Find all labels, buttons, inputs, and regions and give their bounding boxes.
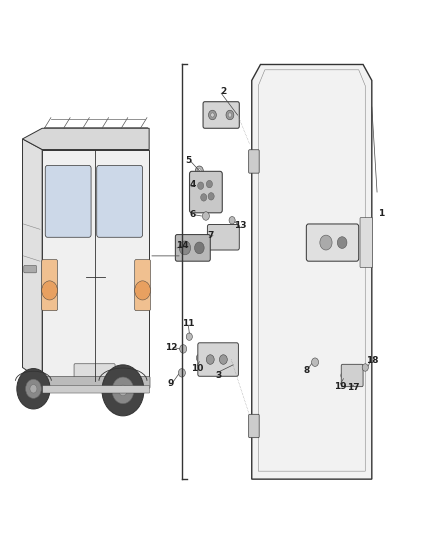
Circle shape — [337, 237, 347, 248]
Text: 18: 18 — [366, 356, 378, 365]
Circle shape — [42, 281, 57, 300]
Circle shape — [102, 365, 144, 416]
Circle shape — [198, 182, 204, 189]
FancyBboxPatch shape — [42, 260, 57, 311]
Text: 4: 4 — [190, 180, 196, 189]
Circle shape — [362, 364, 368, 371]
FancyBboxPatch shape — [42, 385, 150, 393]
Circle shape — [226, 110, 234, 120]
FancyBboxPatch shape — [190, 171, 222, 213]
FancyBboxPatch shape — [24, 265, 36, 273]
Circle shape — [229, 216, 235, 224]
FancyBboxPatch shape — [42, 376, 150, 388]
Text: 5: 5 — [185, 156, 191, 165]
Polygon shape — [22, 128, 149, 150]
Circle shape — [25, 379, 41, 398]
Polygon shape — [22, 139, 42, 381]
Text: 2: 2 — [220, 86, 226, 95]
FancyBboxPatch shape — [74, 364, 115, 382]
Text: 1: 1 — [378, 209, 385, 218]
FancyBboxPatch shape — [97, 165, 143, 237]
FancyBboxPatch shape — [249, 414, 259, 438]
Circle shape — [208, 110, 216, 120]
Text: 10: 10 — [191, 364, 203, 373]
Circle shape — [186, 333, 192, 341]
Circle shape — [195, 166, 203, 175]
Circle shape — [17, 368, 50, 409]
Text: 13: 13 — [234, 221, 246, 230]
Circle shape — [194, 242, 204, 254]
Circle shape — [119, 385, 127, 395]
Text: 17: 17 — [347, 383, 360, 392]
FancyBboxPatch shape — [45, 165, 91, 237]
FancyBboxPatch shape — [249, 150, 259, 173]
Circle shape — [201, 193, 207, 201]
Circle shape — [202, 212, 209, 220]
Circle shape — [180, 345, 187, 353]
Text: 8: 8 — [303, 366, 310, 375]
Circle shape — [228, 113, 232, 117]
Circle shape — [219, 355, 227, 365]
FancyBboxPatch shape — [198, 343, 238, 376]
Text: 19: 19 — [334, 382, 347, 391]
Circle shape — [179, 241, 191, 255]
Circle shape — [206, 180, 212, 188]
FancyBboxPatch shape — [135, 260, 150, 311]
Polygon shape — [252, 64, 372, 479]
Text: 7: 7 — [207, 231, 213, 240]
Text: 11: 11 — [182, 319, 194, 328]
Circle shape — [311, 358, 318, 367]
FancyBboxPatch shape — [341, 365, 363, 386]
Circle shape — [30, 384, 37, 393]
FancyBboxPatch shape — [175, 235, 210, 261]
Circle shape — [208, 192, 214, 200]
FancyBboxPatch shape — [360, 217, 373, 268]
Circle shape — [341, 372, 346, 378]
Circle shape — [206, 355, 214, 365]
Text: 14: 14 — [176, 241, 188, 250]
Circle shape — [196, 354, 202, 362]
Text: 6: 6 — [190, 211, 196, 220]
FancyBboxPatch shape — [203, 102, 239, 128]
Circle shape — [112, 377, 134, 403]
Text: 9: 9 — [168, 379, 174, 388]
Circle shape — [211, 113, 214, 117]
FancyBboxPatch shape — [306, 224, 359, 261]
Circle shape — [178, 368, 185, 377]
Circle shape — [135, 281, 150, 300]
Circle shape — [320, 235, 332, 250]
Circle shape — [198, 168, 201, 173]
Polygon shape — [42, 150, 149, 381]
Text: 12: 12 — [165, 343, 177, 352]
Text: 3: 3 — [216, 371, 222, 380]
FancyBboxPatch shape — [208, 224, 239, 250]
